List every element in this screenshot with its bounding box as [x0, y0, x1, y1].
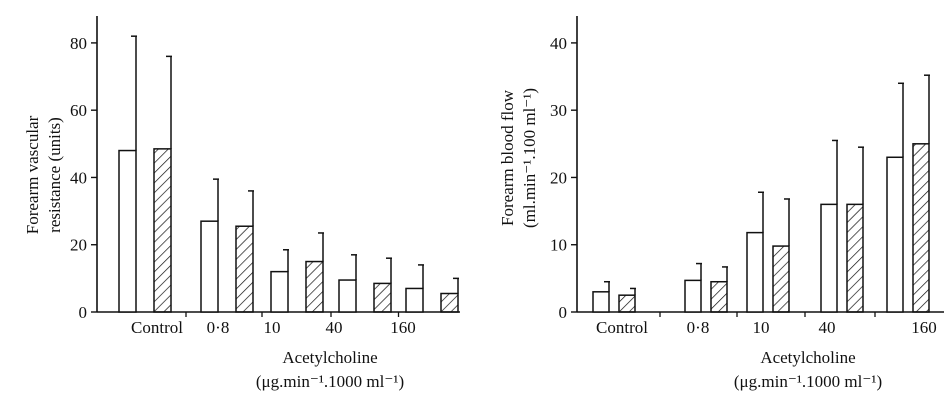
- blood-flow-y-label-line-1: Forearm blood flow: [498, 89, 517, 226]
- blood-flow-y-tick-label: 10: [550, 236, 567, 255]
- resistance-x-tick-label: 160: [390, 318, 416, 337]
- resistance-bar-open: [270, 270, 289, 313]
- blood-flow-bar-hatched: [772, 245, 790, 313]
- blood-flow-y-tick-label: 20: [550, 168, 567, 187]
- resistance-x-tick-labels: Control 0·8 10 40 160: [131, 318, 416, 337]
- resistance-x-tick-label: 0·8: [207, 318, 230, 337]
- resistance-bar-open: [118, 149, 137, 313]
- resistance-y-label-line-2: resistance (units): [45, 117, 64, 233]
- resistance-y-tick-label: 0: [79, 303, 88, 322]
- blood-flow-bar-open: [684, 279, 702, 313]
- blood-flow-x-tick-labels: Control 0·8 10 40 160: [596, 318, 937, 337]
- resistance-chart: 0 20 40 60 80 Control 0·8 10 40 160 Forearm vasc…: [23, 16, 460, 391]
- blood-flow-chart: 0 10 20 30 40 Control 0·8 10 40 160 Forearm bloo…: [498, 16, 944, 391]
- resistance-bar-hatched: [153, 148, 172, 313]
- resistance-bar-open: [405, 287, 424, 313]
- resistance-y-tick-label: 40: [70, 168, 87, 187]
- resistance-bar-hatched: [440, 292, 459, 313]
- resistance-x-label: Acetylcholine: [282, 348, 377, 367]
- blood-flow-y-tick-labels: 0 10 20 30 40: [550, 34, 567, 322]
- resistance-x-tick-label: 10: [264, 318, 281, 337]
- blood-flow-bar-hatched: [710, 280, 728, 313]
- blood-flow-chart-marks: [571, 16, 944, 317]
- blood-flow-x-tick-label: 160: [911, 318, 937, 337]
- blood-flow-x-tick-label: 10: [753, 318, 770, 337]
- resistance-bar-open: [200, 220, 219, 313]
- blood-flow-x-tick-label: 40: [819, 318, 836, 337]
- resistance-y-label-line-1: Forearm vascular: [23, 115, 42, 234]
- blood-flow-bar-open: [746, 231, 764, 313]
- resistance-bar-open: [338, 279, 357, 313]
- blood-flow-y-tick-label: 30: [550, 101, 567, 120]
- resistance-bar-hatched: [235, 225, 254, 313]
- resistance-bar-hatched: [305, 260, 324, 313]
- blood-flow-bar-open: [820, 203, 838, 313]
- resistance-x-label-units: (μg.min⁻¹.1000 ml⁻¹): [256, 372, 404, 391]
- resistance-chart-marks: [91, 16, 460, 317]
- blood-flow-x-label: Acetylcholine: [760, 348, 855, 367]
- blood-flow-bar-open: [592, 291, 610, 313]
- blood-flow-y-label-line-2: (ml.min⁻¹.100 ml⁻¹): [520, 88, 539, 228]
- blood-flow-bar-open: [886, 156, 904, 313]
- blood-flow-x-tick-label: Control: [596, 318, 648, 337]
- resistance-bar-hatched: [373, 282, 392, 313]
- blood-flow-bar-hatched: [618, 294, 636, 313]
- blood-flow-x-tick-label: 0·8: [687, 318, 710, 337]
- blood-flow-bar-hatched: [846, 203, 864, 313]
- resistance-y-tick-label: 20: [70, 236, 87, 255]
- blood-flow-y-tick-label: 0: [559, 303, 568, 322]
- blood-flow-y-tick-label: 40: [550, 34, 567, 53]
- blood-flow-bar-hatched: [912, 143, 930, 313]
- blood-flow-x-label-units: (μg.min⁻¹.1000 ml⁻¹): [734, 372, 882, 391]
- resistance-x-tick-label: Control: [131, 318, 183, 337]
- resistance-x-tick-label: 40: [326, 318, 343, 337]
- resistance-y-tick-label: 80: [70, 34, 87, 53]
- resistance-y-tick-labels: 0 20 40 60 80: [70, 34, 87, 322]
- resistance-y-tick-label: 60: [70, 101, 87, 120]
